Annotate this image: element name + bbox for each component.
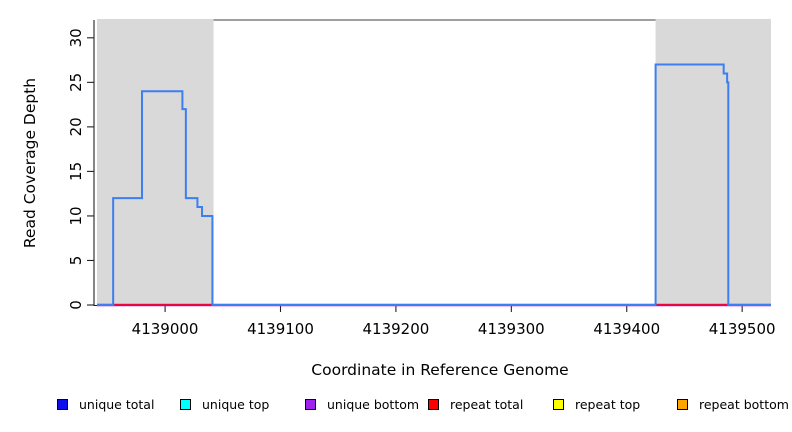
legend-label: unique top: [202, 397, 270, 412]
legend-item-unique-top: unique top: [180, 397, 269, 412]
legend-item-repeat-bottom: repeat bottom: [677, 397, 789, 412]
legend-swatch-icon: [305, 399, 316, 410]
legend: unique total unique top unique bottom repea…: [0, 397, 792, 417]
legend-label: repeat top: [575, 397, 641, 412]
legend-item-repeat-total: repeat total: [428, 397, 523, 412]
repeat-region-highlight: [97, 19, 214, 306]
series-unique-total-coverage: [97, 63, 771, 306]
y-tick-label: 10: [67, 206, 85, 225]
x-axis-title: Coordinate in Reference Genome: [311, 361, 569, 379]
y-tick-label: 25: [67, 73, 85, 92]
y-tick-label: 0: [67, 300, 85, 310]
repeat-region-highlight: [655, 19, 771, 306]
x-tick-label: 4139000: [132, 320, 199, 338]
x-tick-label: 4139400: [593, 320, 660, 338]
legend-swatch-icon: [677, 399, 688, 410]
legend-label: repeat total: [450, 397, 524, 412]
legend-item-repeat-top: repeat top: [553, 397, 640, 412]
legend-label: unique total: [79, 397, 155, 412]
x-tick-label: 4139200: [363, 320, 430, 338]
y-tick-label: 15: [67, 162, 85, 181]
legend-swatch-icon: [553, 399, 564, 410]
x-tick-label: 4139500: [709, 320, 776, 338]
y-tick-label: 5: [67, 256, 85, 266]
legend-swatch-icon: [57, 399, 68, 410]
legend-swatch-icon: [180, 399, 191, 410]
legend-label: repeat bottom: [699, 397, 789, 412]
x-tick-label: 4139300: [478, 320, 545, 338]
legend-swatch-icon: [428, 399, 439, 410]
y-axis-title: Read Coverage Depth: [21, 77, 39, 249]
y-tick-label: 30: [67, 28, 85, 47]
y-tick-label: 20: [67, 117, 85, 136]
legend-item-unique-total: unique total: [57, 397, 154, 412]
legend-label: unique bottom: [327, 397, 420, 412]
legend-item-unique-bottom: unique bottom: [305, 397, 419, 412]
x-tick-label: 4139100: [247, 320, 314, 338]
